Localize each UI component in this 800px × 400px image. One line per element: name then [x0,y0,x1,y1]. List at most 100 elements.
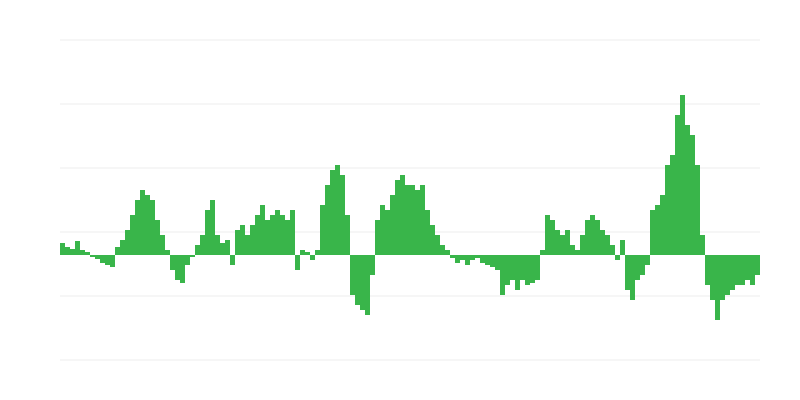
bar [690,135,695,255]
bar [425,210,430,255]
bar [200,235,205,255]
bar [105,255,110,265]
bar [270,215,275,255]
bar [520,255,525,280]
bar [165,250,170,255]
bar [195,245,200,255]
bar [445,250,450,255]
bar [65,247,70,255]
bar [390,195,395,255]
bar [480,255,485,263]
bar [730,255,735,290]
bar [405,185,410,255]
bar [490,255,495,267]
bar [60,243,65,255]
bar [585,220,590,255]
bar [260,205,265,255]
bar [610,245,615,255]
bar [190,255,195,257]
bar [230,255,235,265]
bar [455,255,460,263]
bar [245,235,250,255]
bar [325,185,330,255]
bar [465,255,470,265]
bar [150,200,155,255]
bar [755,255,760,275]
bar [715,255,720,320]
bar [450,255,455,258]
bar [345,215,350,255]
bar [70,249,75,255]
bar [695,165,700,255]
bar [590,215,595,255]
bar [655,205,660,255]
bar [255,215,260,255]
bar [400,175,405,255]
bar [500,255,505,295]
bar [340,175,345,255]
bar [240,225,245,255]
bar [595,220,600,255]
bar [665,165,670,255]
bar [265,220,270,255]
bar [735,255,740,285]
bar [430,225,435,255]
bar [80,250,85,255]
bar [310,255,315,260]
bar [670,155,675,255]
bar [370,255,375,275]
bar [635,255,640,280]
bar [470,255,475,260]
bar [350,255,355,295]
bar [530,255,535,283]
bar [115,247,120,255]
bar [305,252,310,255]
bar [210,200,215,255]
bar [640,255,645,275]
bar [685,125,690,255]
bar [295,255,300,270]
bar [395,180,400,255]
bar [250,225,255,255]
bar [380,205,385,255]
bar [180,255,185,283]
bar [175,255,180,280]
bar [675,115,680,255]
bar [220,243,225,255]
bar [475,255,480,258]
bar [360,255,365,310]
bar [660,195,665,255]
bar [145,195,150,255]
bar [420,185,425,255]
bar [700,235,705,255]
bar [435,235,440,255]
bar [85,252,90,255]
bar [170,255,175,270]
bar [545,215,550,255]
bar [235,230,240,255]
bar [95,255,100,259]
bar [540,250,545,255]
bar [225,240,230,255]
bar [140,190,145,255]
bar [570,245,575,255]
bar [740,255,745,285]
bar [580,235,585,255]
bar [315,250,320,255]
bar [575,250,580,255]
bar [335,165,340,255]
bar [550,220,555,255]
bar [110,255,115,267]
bar [385,210,390,255]
bar [205,210,210,255]
bar [365,255,370,315]
bar [485,255,490,265]
bar [515,255,520,290]
bar [600,230,605,255]
bar [565,230,570,255]
bar [535,255,540,280]
bar [525,255,530,285]
bar [160,235,165,255]
